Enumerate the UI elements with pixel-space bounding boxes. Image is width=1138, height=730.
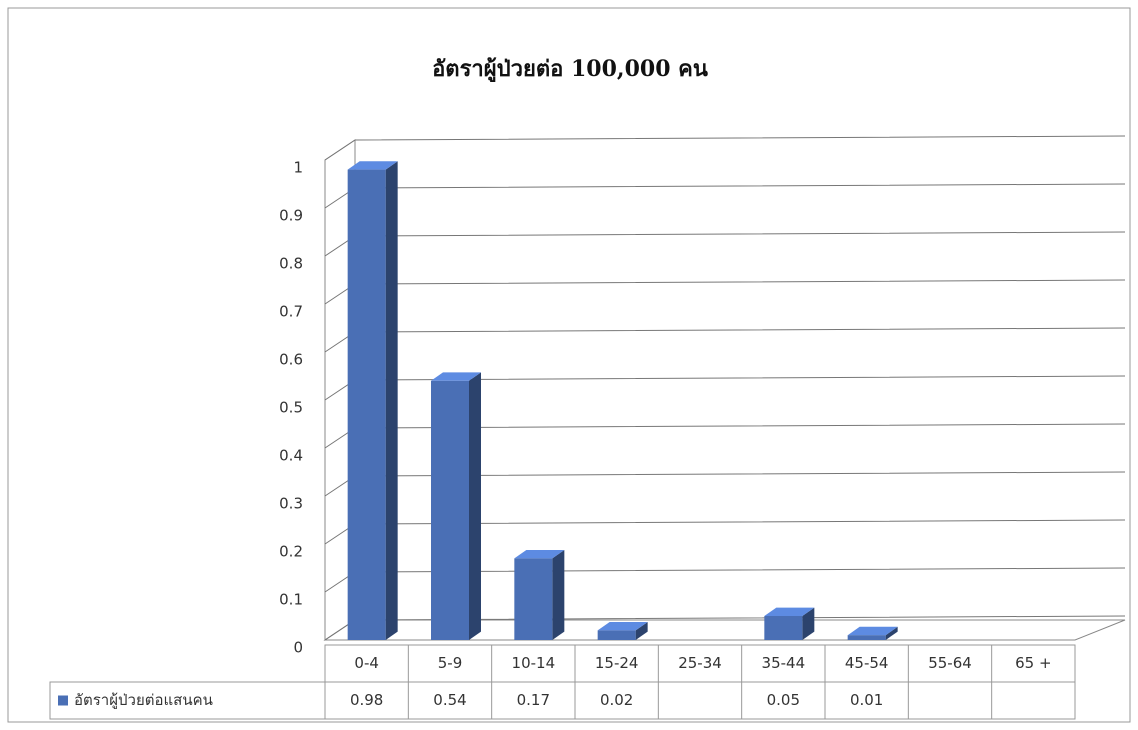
x-tick-label: 0-4 bbox=[354, 654, 379, 672]
table-value: 0.54 bbox=[433, 691, 466, 709]
bar-side bbox=[552, 550, 565, 640]
y-tick-label: 0.6 bbox=[279, 351, 303, 369]
bar-top bbox=[597, 622, 648, 631]
bar bbox=[847, 635, 886, 640]
chart-title: อัตราผู้ป่วยต่อ 100,000 คน bbox=[432, 56, 708, 83]
bar-top bbox=[847, 626, 898, 636]
y-tick-label: 1 bbox=[293, 159, 303, 177]
table-value: 0.05 bbox=[767, 691, 800, 709]
x-tick-label: 25-34 bbox=[678, 654, 722, 672]
x-tick-label: 5-9 bbox=[438, 654, 463, 672]
bar bbox=[347, 169, 386, 640]
y-tick-label: 0.1 bbox=[279, 591, 303, 609]
grid-line bbox=[324, 135, 1126, 161]
bar-side bbox=[635, 622, 648, 640]
x-tick-label: 15-24 bbox=[595, 654, 639, 672]
table-value: 0.98 bbox=[350, 691, 383, 709]
x-tick-label: 35-44 bbox=[762, 654, 806, 672]
table-value: 0.17 bbox=[517, 691, 550, 709]
y-tick-label: 0.5 bbox=[279, 399, 303, 417]
bar-side bbox=[385, 161, 398, 640]
y-tick-label: 0.4 bbox=[279, 447, 303, 465]
bar-top bbox=[431, 372, 481, 381]
bar-side bbox=[885, 626, 898, 640]
chart-border bbox=[7, 7, 1131, 723]
x-tick-label: 55-64 bbox=[928, 654, 972, 672]
bar bbox=[764, 616, 803, 640]
bar bbox=[431, 380, 469, 640]
legend-cell bbox=[49, 681, 326, 720]
x-tick-label: 10-14 bbox=[512, 654, 556, 672]
table-value: 0.01 bbox=[850, 691, 883, 709]
x-tick-label: 45-54 bbox=[845, 654, 889, 672]
y-tick-label: 0 bbox=[293, 639, 303, 657]
legend-swatch bbox=[58, 695, 68, 706]
bar-side bbox=[802, 607, 815, 640]
y-tick-label: 0.2 bbox=[279, 543, 303, 561]
table-value: 0.02 bbox=[600, 691, 633, 709]
y-tick-label: 0.7 bbox=[279, 303, 303, 321]
bar-top bbox=[764, 607, 815, 616]
bar bbox=[514, 558, 553, 640]
bar bbox=[597, 630, 636, 640]
y-tick-label: 0.3 bbox=[279, 495, 303, 513]
bar-side bbox=[469, 372, 481, 640]
y-tick-label: 0.8 bbox=[279, 255, 303, 273]
y-tick-label: 0.9 bbox=[279, 207, 303, 225]
bar-top bbox=[514, 550, 565, 559]
x-tick-label: 65 + bbox=[1015, 654, 1051, 672]
legend-label: อัตราผู้ป่วยต่อแสนคน bbox=[74, 691, 213, 709]
bar-top bbox=[347, 161, 398, 170]
